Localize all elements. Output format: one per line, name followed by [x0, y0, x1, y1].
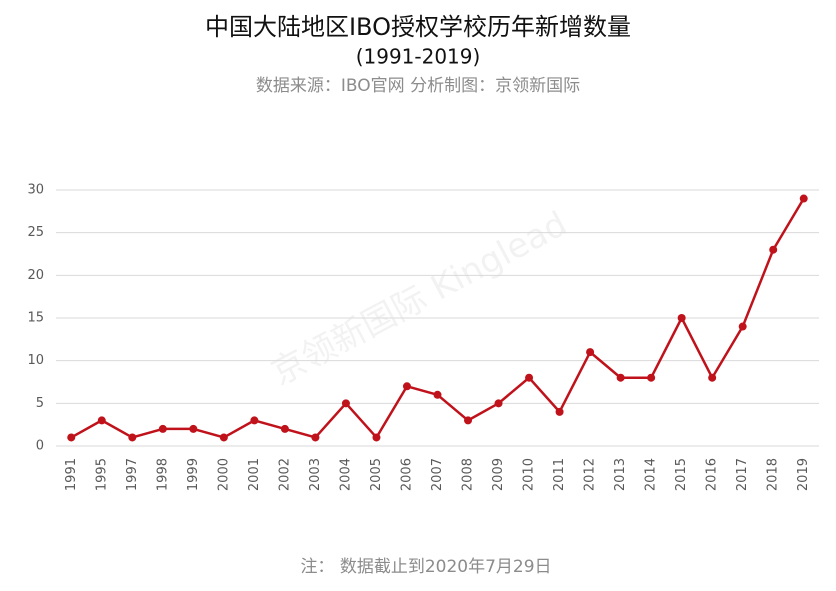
data-point: [647, 373, 656, 382]
x-tick-label: 2002: [277, 458, 292, 491]
data-point: [708, 373, 717, 382]
x-tick-label: 2003: [308, 458, 323, 491]
data-point: [250, 416, 259, 425]
y-tick-label: 5: [36, 396, 44, 411]
x-tick-label: 2007: [430, 458, 445, 491]
x-tick-label: 1991: [64, 458, 79, 491]
x-tick-label: 2017: [735, 458, 750, 491]
data-point: [219, 433, 228, 442]
source-note: 数据来源：IBO官网 分析制图：京领新国际: [256, 76, 580, 96]
x-tick-label: 2011: [552, 458, 567, 491]
data-point: [189, 424, 198, 433]
y-tick-label: 0: [36, 439, 44, 454]
y-tick-label: 20: [27, 268, 44, 283]
data-point: [525, 373, 534, 382]
y-tick-label: 15: [27, 311, 44, 326]
x-tick-label: 2004: [338, 458, 353, 491]
data-point: [97, 416, 106, 425]
data-point: [616, 373, 625, 382]
y-tick-label: 25: [27, 225, 44, 240]
y-tick-label: 10: [27, 353, 44, 368]
data-point: [464, 416, 473, 425]
x-tick-label: 2008: [461, 458, 476, 491]
data-point: [372, 433, 381, 442]
x-tick-label: 2012: [583, 458, 598, 491]
data-point: [433, 390, 442, 399]
data-point: [158, 424, 167, 433]
data-point: [555, 407, 564, 416]
x-tick-label: 1999: [186, 458, 201, 491]
y-tick-label: 30: [27, 183, 44, 198]
x-tick-label: 2006: [399, 458, 414, 491]
data-point: [128, 433, 137, 442]
x-tick-label: 2019: [796, 458, 811, 491]
x-tick-label: 1998: [155, 458, 170, 491]
x-tick-label: 1995: [94, 458, 109, 491]
x-tick-label: 2018: [766, 458, 781, 491]
x-tick-label: 2010: [522, 458, 537, 491]
data-point: [311, 433, 320, 442]
chart-title: 中国大陆地区IBO授权学校历年新增数量: [205, 13, 631, 41]
data-point: [799, 194, 808, 203]
chart-subtitle: (1991-2019): [356, 45, 481, 69]
data-point: [402, 382, 411, 391]
x-tick-label: 2016: [705, 458, 720, 491]
data-point: [67, 433, 76, 442]
footnote: 注： 数据截止到2020年7月29日: [300, 557, 551, 577]
x-tick-label: 2013: [613, 458, 628, 491]
data-point: [341, 399, 350, 408]
data-point: [677, 314, 686, 322]
x-tick-label: 2001: [247, 458, 262, 491]
x-tick-label: 1997: [125, 458, 140, 491]
x-tick-label: 2005: [369, 458, 384, 491]
data-point: [586, 348, 595, 357]
x-tick-label: 2014: [644, 458, 659, 491]
x-tick-label: 2000: [216, 458, 231, 491]
x-tick-label: 2015: [674, 458, 689, 491]
x-tick-label: 2009: [491, 458, 506, 491]
data-point: [280, 424, 289, 433]
data-point: [494, 399, 503, 408]
data-point: [738, 322, 747, 331]
data-point: [769, 245, 778, 254]
